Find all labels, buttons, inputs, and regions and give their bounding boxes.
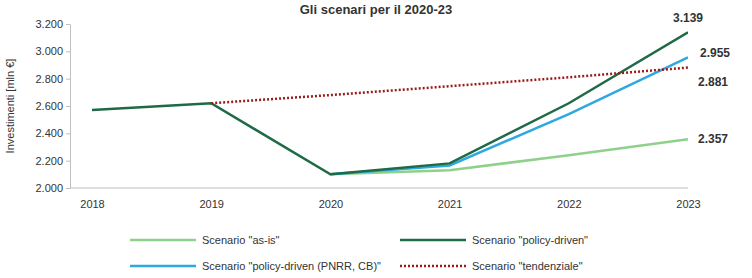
- x-tick-label: 2018: [80, 198, 104, 210]
- x-tick: 2020: [319, 188, 343, 210]
- y-tick-mark: [66, 51, 70, 52]
- y-tick-mark: [66, 24, 70, 25]
- legend-label: Scenario "as-is": [202, 234, 280, 246]
- title: Gli scenari per il 2020-23: [300, 2, 452, 17]
- series-line: [330, 57, 688, 174]
- legend-item: Scenario "tendenziale": [400, 260, 583, 272]
- data-label: 2.357: [698, 132, 728, 146]
- plot-area: [92, 32, 688, 174]
- x-tick-label: 2020: [319, 198, 343, 210]
- legend: Scenario "as-is" Scenario "policy-driven …: [130, 234, 588, 272]
- y-tick: 3.200: [35, 18, 70, 30]
- data-label: 3.139: [673, 11, 703, 25]
- legend-label: Scenario "tendenziale": [472, 260, 583, 272]
- legend-swatch: [400, 265, 466, 268]
- y-tick: 2.800: [35, 73, 70, 85]
- y-tick-label: 2.000: [35, 182, 63, 194]
- legend-label: Scenario "policy-driven (PNRR, CB)": [202, 260, 381, 272]
- x-tick-label: 2019: [199, 198, 223, 210]
- x-tick-label: 2021: [438, 198, 462, 210]
- y-tick-label: 2.200: [35, 155, 63, 167]
- x-tick-label: 2022: [557, 198, 581, 210]
- x-tick: 2021: [438, 188, 462, 210]
- y-tick-label: 2.400: [35, 127, 63, 139]
- data-labels: 2.357 2.955 3.139 2.881: [673, 11, 730, 146]
- x-axis: 2018 2019 2020 2021 2022 2023: [70, 188, 701, 210]
- y-tick-mark: [66, 161, 70, 162]
- data-label: 2.955: [700, 46, 730, 60]
- x-tick: 2023: [676, 188, 700, 210]
- y-tick-mark: [66, 188, 70, 189]
- x-tick: 2022: [557, 188, 581, 210]
- legend-swatch: [130, 265, 196, 268]
- legend-swatch: [400, 239, 466, 242]
- x-tick-label: 2023: [676, 198, 700, 210]
- legend-item: Scenario "as-is": [130, 234, 280, 246]
- legend-item: Scenario "policy-driven (PNRR, CB)": [130, 260, 381, 272]
- y-tick: 3.000: [35, 45, 70, 57]
- x-tick: 2019: [199, 188, 223, 210]
- y-tick-mark: [66, 106, 70, 107]
- legend-item: Scenario "policy-driven": [400, 234, 588, 246]
- series-line: [211, 68, 688, 104]
- x-axis-line: [70, 188, 688, 189]
- legend-swatch: [130, 239, 196, 242]
- y-tick: 2.000: [35, 182, 70, 194]
- chart: Gli scenari per il 2020-23 Investimenti […: [0, 0, 752, 278]
- y-axis: 2.000 2.200 2.400 2.600 2.800 3.000 3.200: [35, 18, 70, 194]
- y-tick-label: 2.800: [35, 73, 63, 85]
- y-axis-line: [70, 25, 71, 189]
- x-tick: 2018: [80, 188, 104, 210]
- y-tick-label: 3.200: [35, 18, 63, 30]
- series-line: [92, 32, 688, 174]
- y-tick-mark: [66, 79, 70, 80]
- y-tick-mark: [66, 133, 70, 134]
- y-tick: 2.600: [35, 100, 70, 112]
- y-tick: 2.200: [35, 155, 70, 167]
- y-tick: 2.400: [35, 127, 70, 139]
- y-tick-label: 2.600: [35, 100, 63, 112]
- legend-label: Scenario "policy-driven": [472, 234, 588, 246]
- y-axis-title: Investimenti [mln €]: [4, 59, 16, 154]
- y-tick-label: 3.000: [35, 45, 63, 57]
- data-label: 2.881: [698, 75, 728, 89]
